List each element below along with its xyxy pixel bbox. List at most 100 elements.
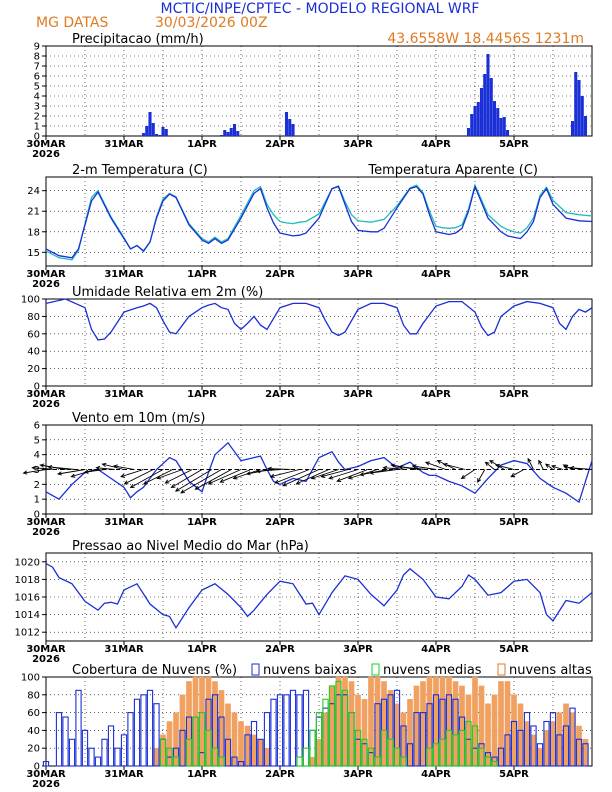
y-tick-label: 2 <box>34 480 40 491</box>
x-tick-label: 1APR <box>187 769 217 780</box>
wind-arrow <box>551 464 563 470</box>
cloud-bar-nuvens-altas <box>407 699 413 767</box>
cloud-bar-nuvens-altas <box>205 676 212 767</box>
cloud-bar-nuvens-medias <box>159 738 167 767</box>
cloud-bar-nuvens-medias <box>198 712 206 767</box>
y-tick-label: 1020 <box>15 557 40 568</box>
precip-bar <box>570 121 575 136</box>
cloud-bar-nuvens-altas <box>511 694 517 767</box>
wind-arrow <box>120 469 144 478</box>
cloud-bar-nuvens-medias <box>393 747 401 767</box>
cloud-bar-nuvens-baixas <box>146 689 154 767</box>
precip-bar <box>223 130 227 136</box>
cloud-bar-nuvens-altas <box>550 721 556 767</box>
legend-apparent-temp: Temperatura Aparente (C) <box>367 163 538 178</box>
x-tick-label: 31MAR <box>104 644 144 655</box>
cloud-bar-nuvens-medias <box>185 738 193 767</box>
x-year-label: 2026 <box>32 279 60 290</box>
cloud-bar-nuvens-baixas <box>179 729 186 767</box>
precip-bar <box>470 114 474 136</box>
y-tick-label: 5 <box>34 82 40 93</box>
wind-arrow <box>47 464 76 470</box>
y-tick-label: 20 <box>27 744 40 755</box>
wind-arrow <box>494 463 515 470</box>
y-tick-label: 0 <box>34 762 40 773</box>
y-tick-label: 5 <box>34 435 40 446</box>
cloud-bar-nuvens-baixas <box>120 734 128 767</box>
x-tick-label: 4APR <box>421 644 451 655</box>
cloud-bar-nuvens-altas <box>446 676 452 767</box>
y-tick-label: 24 <box>27 186 40 197</box>
wind-arrow <box>269 469 300 478</box>
cloud-bar-nuvens-medias <box>471 725 479 767</box>
y-tick-label: 40 <box>27 347 40 358</box>
header-location: MG DATAS <box>36 15 108 31</box>
panel-temp: 15 18 21 24 30MAR 31MAR 1APR 2APR 3APR 4APR 5APR 20… <box>26 163 593 290</box>
cloud-bar-nuvens-baixas <box>250 720 258 767</box>
cloud-bar-nuvens-altas <box>225 703 231 767</box>
wind-arrow <box>129 469 164 488</box>
y-tick-label: 80 <box>27 690 40 701</box>
cloud-bar-nuvens-medias <box>400 756 407 767</box>
y-tick-label: 21 <box>27 207 40 218</box>
cloud-bar-nuvens-altas <box>238 721 244 767</box>
precip-bar <box>499 118 503 136</box>
precip-bar <box>161 127 165 136</box>
precip-bar <box>580 96 584 136</box>
precip-bar <box>151 123 155 136</box>
cloud-bar-nuvens-altas <box>387 690 394 767</box>
cloud-bar-nuvens-medias <box>361 738 368 767</box>
wind-arrow <box>123 469 154 485</box>
cloud-bar-nuvens-medias <box>302 747 310 767</box>
wind-arrow <box>156 469 183 480</box>
x-tick-label: 31MAR <box>104 389 144 400</box>
wind-arrow <box>282 469 320 487</box>
cloud-bar-nuvens-altas <box>413 685 420 767</box>
cloud-bar-nuvens-altas <box>153 748 160 767</box>
cloud-bar-nuvens-altas <box>452 681 459 767</box>
cloud-bar-nuvens-altas <box>244 725 251 767</box>
wind-arrow <box>320 469 349 478</box>
y-tick-label: 9 <box>34 42 40 53</box>
wind-arrow <box>510 469 525 478</box>
wind-arrow <box>83 469 105 474</box>
series-wind-speed <box>45 441 593 504</box>
cloud-bar-nuvens-baixas <box>497 747 505 767</box>
precip-bar <box>577 80 581 136</box>
x-tick-label: 31MAR <box>104 769 144 780</box>
cloud-bar-nuvens-altas <box>218 690 225 767</box>
precip-bar <box>141 133 146 136</box>
y-tick-label: 4 <box>34 450 40 461</box>
wind-arrow <box>569 465 593 471</box>
panel-title: Cobertura de Nuvens (%) <box>72 663 237 678</box>
wind-arrow <box>219 469 251 483</box>
cloud-bar-nuvens-baixas <box>517 729 524 767</box>
wind-arrow <box>255 468 281 474</box>
legend-label: nuvens medias <box>383 663 482 678</box>
cloud-bar-nuvens-baixas <box>419 712 427 767</box>
cloud-bar-nuvens-altas <box>173 712 179 767</box>
wind-arrow <box>101 462 125 470</box>
y-tick-label: 100 <box>21 673 40 684</box>
cloud-bar-nuvens-medias <box>374 756 381 767</box>
wind-arrow <box>538 459 544 470</box>
y-tick-label: 0 <box>34 510 40 521</box>
cloud-bar-nuvens-baixas <box>127 712 134 767</box>
precip-bar <box>486 54 490 136</box>
cloud-bar-nuvens-altas <box>465 694 472 767</box>
precip-bar <box>219 135 224 136</box>
cloud-bar-nuvens-altas <box>543 730 550 767</box>
x-tick-label: 5APR <box>499 769 529 780</box>
cloud-bar-nuvens-altas <box>166 721 173 767</box>
wind-arrow <box>411 464 437 470</box>
panel-title: Umidade Relativa em 2m (%) <box>72 285 263 300</box>
cloud-bar-nuvens-altas <box>322 712 329 767</box>
precip-bar <box>236 131 240 136</box>
cloud-bar-nuvens-altas <box>569 712 576 767</box>
panel-title: 2-m Temperatura (C) <box>72 163 208 178</box>
wind-arrow <box>194 469 232 490</box>
x-tick-label: 30MAR <box>26 769 66 780</box>
x-tick-label: 5APR <box>499 644 529 655</box>
precip-bar <box>229 128 233 136</box>
x-tick-label: 1APR <box>187 644 217 655</box>
